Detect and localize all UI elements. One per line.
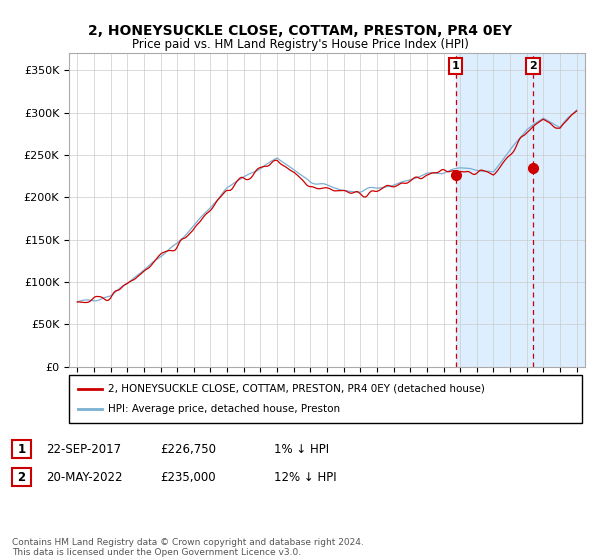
Text: 12% ↓ HPI: 12% ↓ HPI	[274, 470, 337, 484]
Text: 2: 2	[529, 61, 537, 71]
Text: £226,750: £226,750	[160, 442, 216, 456]
Text: 2, HONEYSUCKLE CLOSE, COTTAM, PRESTON, PR4 0EY: 2, HONEYSUCKLE CLOSE, COTTAM, PRESTON, P…	[88, 24, 512, 38]
Text: £235,000: £235,000	[160, 470, 216, 484]
Text: 20-MAY-2022: 20-MAY-2022	[46, 470, 123, 484]
Text: 22-SEP-2017: 22-SEP-2017	[46, 442, 121, 456]
Text: Price paid vs. HM Land Registry's House Price Index (HPI): Price paid vs. HM Land Registry's House …	[131, 38, 469, 51]
Text: 1: 1	[17, 442, 26, 456]
Text: 1: 1	[452, 61, 460, 71]
Text: HPI: Average price, detached house, Preston: HPI: Average price, detached house, Pres…	[108, 404, 340, 414]
Text: 2: 2	[17, 470, 26, 484]
Text: 2, HONEYSUCKLE CLOSE, COTTAM, PRESTON, PR4 0EY (detached house): 2, HONEYSUCKLE CLOSE, COTTAM, PRESTON, P…	[108, 384, 485, 394]
Bar	[455, 53, 600, 367]
Text: 1% ↓ HPI: 1% ↓ HPI	[274, 442, 329, 456]
Text: Contains HM Land Registry data © Crown copyright and database right 2024.
This d: Contains HM Land Registry data © Crown c…	[12, 538, 364, 557]
